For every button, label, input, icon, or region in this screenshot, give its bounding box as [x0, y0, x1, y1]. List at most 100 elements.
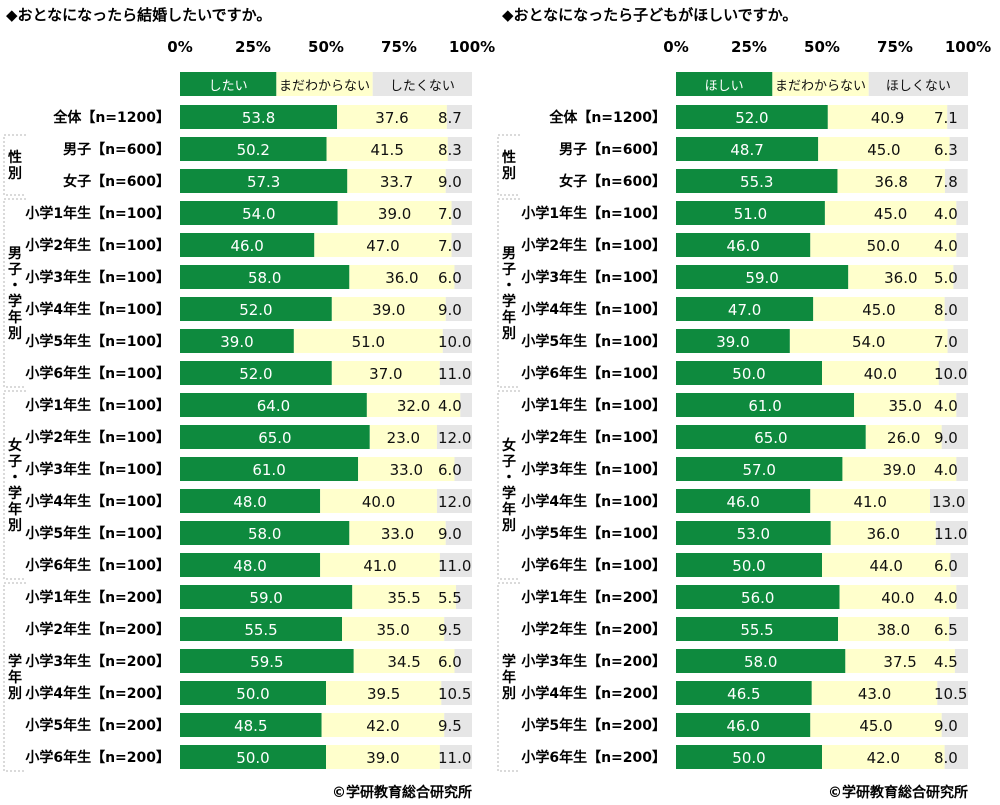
- bar-segment: [454, 457, 472, 481]
- data-label: 51.0: [352, 333, 385, 351]
- bar-segment: [444, 617, 472, 641]
- bar-segment: [180, 297, 332, 321]
- group-label: 性別: [501, 149, 516, 182]
- bar-segment: [342, 617, 445, 641]
- data-label: 34.5: [387, 653, 420, 671]
- bar-segment: [676, 553, 822, 577]
- bar-segment: [331, 297, 446, 321]
- bar-segment: [676, 521, 831, 545]
- data-label: 33.7: [380, 173, 413, 191]
- bar-segment: [944, 745, 968, 769]
- data-label: 50.0: [236, 685, 269, 703]
- data-label: 52.0: [239, 365, 272, 383]
- bar-segment: [445, 521, 472, 545]
- data-label: 57.0: [743, 461, 776, 479]
- bar-segment: [676, 233, 811, 257]
- row-label: 小学3年生【n=100】: [25, 461, 170, 478]
- bar-segment: [941, 425, 968, 449]
- legend-entry: したい: [209, 79, 248, 94]
- data-label: 50.0: [236, 749, 269, 767]
- data-label: 47.0: [366, 237, 399, 255]
- bar-segment: [947, 329, 968, 353]
- bar-segment: [331, 361, 440, 385]
- row-label: 小学6年生【n=100】: [25, 365, 170, 382]
- bar-segment: [822, 361, 939, 385]
- bar-segment: [676, 617, 839, 641]
- row-label: 男子【n=600】: [63, 142, 170, 158]
- legend-swatch: [276, 72, 373, 96]
- data-label: 37.0: [369, 365, 402, 383]
- data-label: 6.0: [438, 653, 462, 671]
- row-label: 小学3年生【n=200】: [521, 653, 666, 670]
- data-label: 41.5: [370, 141, 403, 159]
- row-label: 小学3年生【n=100】: [521, 269, 666, 286]
- data-label: 50.0: [732, 557, 765, 575]
- data-label: 41.0: [363, 557, 396, 575]
- group-label: 性別: [7, 149, 22, 182]
- data-label: 43.0: [858, 685, 891, 703]
- x-tick-label: 75%: [381, 38, 417, 56]
- chart-title: ◆おとなになったら子どもがほしいですか。: [502, 6, 797, 24]
- data-label: 61.0: [748, 397, 781, 415]
- bar-segment: [460, 393, 472, 417]
- bar-segment: [337, 105, 447, 129]
- bar-segment: [180, 233, 315, 257]
- x-tick-label: 75%: [877, 38, 913, 56]
- data-label: 50.0: [867, 237, 900, 255]
- bar-segment: [180, 745, 326, 769]
- data-label: 11.0: [934, 525, 967, 543]
- data-label: 42.0: [867, 749, 900, 767]
- data-label: 50.0: [732, 749, 765, 767]
- bar-segment: [180, 553, 321, 577]
- data-label: 50.2: [237, 141, 270, 159]
- data-label: 44.0: [870, 557, 903, 575]
- data-label: 48.5: [234, 717, 267, 735]
- data-label: 35.5: [387, 589, 420, 607]
- row-label: 小学2年生【n=200】: [25, 621, 170, 638]
- row-label: 小学6年生【n=100】: [521, 365, 666, 382]
- bar-segment: [845, 649, 955, 673]
- row-label: 小学5年生【n=100】: [521, 525, 666, 542]
- bar-segment: [358, 457, 455, 481]
- bar-segment: [676, 713, 811, 737]
- legend-entry: ほしくない: [886, 79, 951, 94]
- bar-segment: [439, 553, 472, 577]
- bar-segment: [949, 137, 968, 161]
- legend-swatch: [868, 72, 968, 96]
- row-label: 小学5年生【n=200】: [25, 717, 170, 734]
- bar-segment: [956, 457, 968, 481]
- data-label: 10.0: [438, 333, 471, 351]
- bar-segment: [446, 105, 472, 129]
- data-label: 39.0: [372, 301, 405, 319]
- data-label: 4.0: [934, 237, 958, 255]
- row-label: 全体【n=1200】: [52, 109, 170, 126]
- group-bracket: [3, 582, 26, 772]
- data-label: 7.8: [934, 173, 958, 191]
- group-label: 学年別: [501, 653, 516, 702]
- bar-segment: [676, 201, 825, 225]
- bar-segment: [326, 681, 442, 705]
- bar-segment: [320, 553, 440, 577]
- data-label: 8.0: [934, 749, 958, 767]
- chart-1: ◆おとなになったら結婚したいですか。 0% 25% 50% 75% 100% したい まだわか…: [3, 6, 495, 801]
- bar-segment: [439, 361, 472, 385]
- bar-segment: [956, 201, 968, 225]
- data-label: 57.3: [247, 173, 280, 191]
- data-label: 39.0: [220, 333, 253, 351]
- bar-segment: [949, 617, 968, 641]
- x-tick-label: 50%: [308, 38, 344, 56]
- bar-segment: [180, 617, 343, 641]
- bar-segment: [854, 393, 957, 417]
- bar-segment: [830, 521, 936, 545]
- bar-segment: [676, 265, 849, 289]
- bar-segment: [337, 201, 452, 225]
- bar-segment: [441, 681, 472, 705]
- row-label: 小学4年生【n=100】: [521, 493, 666, 510]
- bar-segment: [454, 265, 472, 289]
- row-label: 小学1年生【n=100】: [521, 205, 666, 222]
- group-bracket: [497, 198, 520, 388]
- bar-segment: [865, 425, 942, 449]
- data-label: 11.0: [438, 749, 471, 767]
- bar-segment: [930, 489, 968, 513]
- bar-segment: [827, 105, 948, 129]
